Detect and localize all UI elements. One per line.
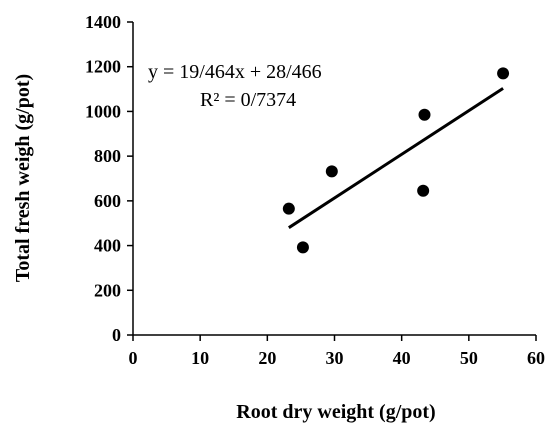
data-point (296, 241, 309, 254)
y-tick-label: 1200 (85, 57, 121, 77)
r-squared-label: R² = 0/7374 (200, 89, 296, 111)
y-tick-label: 1400 (85, 12, 121, 32)
data-point (418, 108, 431, 121)
x-tick-label: 20 (258, 348, 276, 368)
x-tick-label: 10 (191, 348, 209, 368)
data-points (282, 67, 510, 254)
data-point (282, 202, 295, 215)
x-tick-label: 0 (129, 348, 138, 368)
x-tick-label: 60 (527, 348, 545, 368)
trendline-equation: y = 19/464x + 28/466 (148, 61, 322, 83)
x-tick-label: 50 (460, 348, 478, 368)
x-tick-label: 40 (393, 348, 411, 368)
y-tick-label: 1000 (85, 101, 121, 121)
y-tick-label: 400 (94, 236, 121, 256)
data-point (497, 67, 510, 80)
y-tick-label: 800 (94, 146, 121, 166)
y-tick-label: 0 (112, 325, 121, 345)
y-tick-label: 200 (94, 280, 121, 300)
data-point (325, 165, 338, 178)
x-tick-label: 30 (326, 348, 344, 368)
x-axis-ticks: 0 10 20 30 40 50 60 (129, 335, 545, 368)
x-axis-title: Root dry weight (g/pot) (236, 401, 435, 423)
y-tick-label: 600 (94, 191, 121, 211)
y-axis-ticks: 0 200 400 600 800 1000 1200 1400 (85, 12, 133, 345)
trendline (288, 87, 504, 229)
y-axis-title: Total fresh weigh (g/pot) (12, 74, 34, 282)
data-point (417, 184, 430, 197)
